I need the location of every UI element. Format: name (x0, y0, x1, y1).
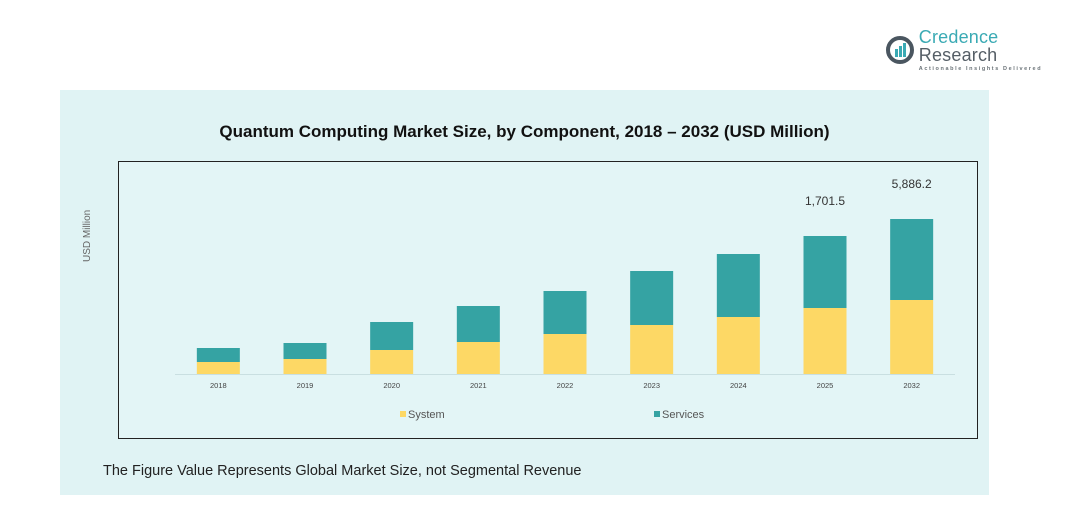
x-tick-label: 2018 (210, 381, 227, 390)
x-tick-label: 2024 (730, 381, 747, 390)
bar-system-2021 (456, 342, 500, 374)
bar-system-2023 (630, 325, 674, 374)
x-tick-label: 2019 (297, 381, 314, 390)
bar-services-2032 (890, 219, 934, 300)
brand-logo: Credence Research Actionable Insights De… (886, 28, 1075, 73)
bar-services-2021 (456, 306, 500, 342)
bar-system-2032 (890, 300, 934, 374)
bar-chart-circle-icon (886, 36, 914, 65)
bar-services-2020 (370, 322, 414, 350)
data-label: 5,886.2 (892, 177, 932, 191)
brand-name: Credence Research (918, 27, 999, 65)
bar-system-2018 (196, 362, 240, 374)
bar-system-2019 (283, 359, 327, 374)
x-tick-label: 2032 (903, 381, 920, 390)
brand-tagline: Actionable Insights Delivered (918, 66, 1043, 72)
bar-system-2024 (716, 317, 760, 374)
footnote: The Figure Value Represents Global Marke… (103, 463, 582, 479)
x-tick-label: 2022 (557, 381, 574, 390)
legend-label-services: Services (662, 409, 705, 421)
legend-swatch-services (654, 411, 660, 417)
x-tick-label: 2021 (470, 381, 487, 390)
bar-services-2023 (630, 271, 674, 325)
bar-services-2019 (283, 343, 327, 359)
bar-system-2020 (370, 350, 414, 374)
legend-label-system: System (408, 409, 445, 421)
bar-services-2025 (803, 236, 847, 308)
data-label: 1,701.5 (805, 194, 845, 208)
bar-system-2022 (543, 334, 587, 374)
chart-title: Quantum Computing Market Size, by Compon… (219, 122, 830, 141)
bar-services-2018 (196, 348, 240, 362)
bar-services-2024 (716, 254, 760, 317)
x-tick-label: 2023 (643, 381, 660, 390)
bar-system-2025 (803, 308, 847, 374)
x-tick-label: 2025 (817, 381, 834, 390)
x-tick-label: 2020 (383, 381, 400, 390)
legend-swatch-system (400, 411, 406, 417)
bar-services-2022 (543, 291, 587, 334)
